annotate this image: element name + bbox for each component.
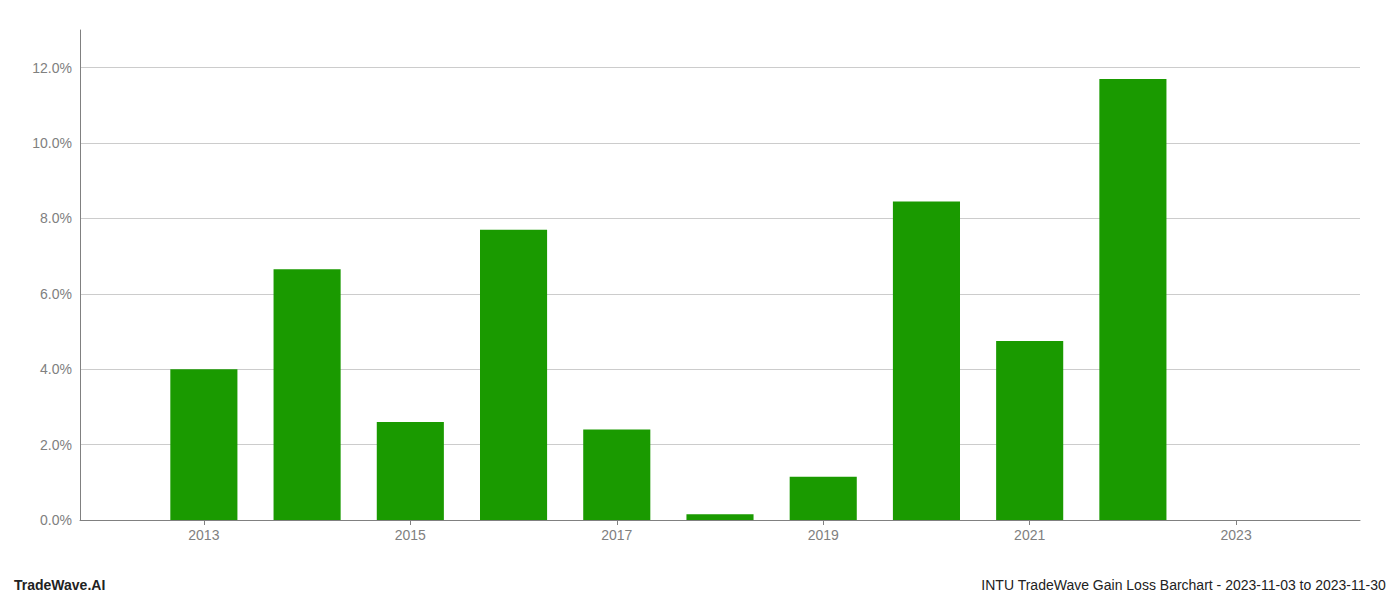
svg-text:2021: 2021 xyxy=(1014,527,1045,543)
svg-text:2019: 2019 xyxy=(808,527,839,543)
svg-text:12.0%: 12.0% xyxy=(32,60,72,76)
svg-text:6.0%: 6.0% xyxy=(40,286,72,302)
svg-text:4.0%: 4.0% xyxy=(40,361,72,377)
svg-text:0.0%: 0.0% xyxy=(40,512,72,528)
svg-text:2.0%: 2.0% xyxy=(40,437,72,453)
svg-text:TradeWave.AI: TradeWave.AI xyxy=(14,577,105,593)
svg-text:10.0%: 10.0% xyxy=(32,135,72,151)
svg-text:2017: 2017 xyxy=(601,527,632,543)
svg-text:INTU TradeWave Gain Loss Barch: INTU TradeWave Gain Loss Barchart - 2023… xyxy=(981,577,1386,593)
svg-text:8.0%: 8.0% xyxy=(40,210,72,226)
svg-text:2013: 2013 xyxy=(188,527,219,543)
svg-text:2015: 2015 xyxy=(395,527,426,543)
svg-text:2023: 2023 xyxy=(1221,527,1252,543)
